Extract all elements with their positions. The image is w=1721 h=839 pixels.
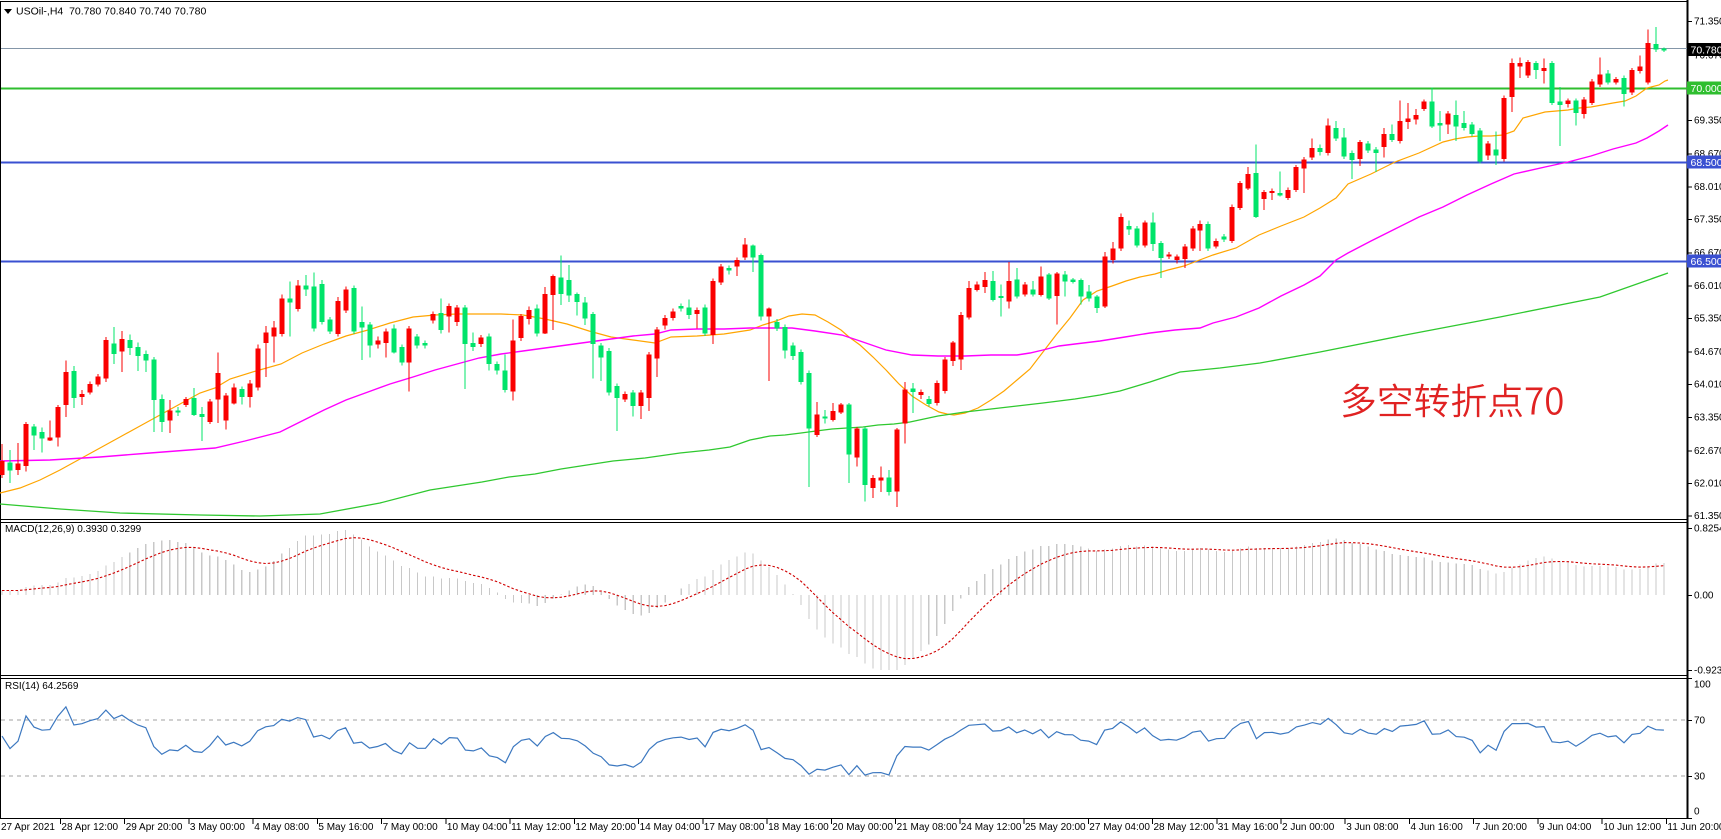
svg-text:14 May 04:00: 14 May 04:00 (640, 822, 701, 833)
svg-text:61.350: 61.350 (1694, 511, 1721, 522)
svg-text:-0.9234: -0.9234 (1694, 665, 1721, 676)
svg-text:5 May 16:00: 5 May 16:00 (318, 822, 373, 833)
svg-text:7 May 00:00: 7 May 00:00 (383, 822, 438, 833)
svg-text:71.350: 71.350 (1694, 17, 1721, 28)
svg-text:66.670: 66.670 (1694, 248, 1721, 259)
svg-text:68.010: 68.010 (1694, 182, 1721, 193)
svg-text:3 Jun 08:00: 3 Jun 08:00 (1346, 822, 1399, 833)
svg-text:3 May 00:00: 3 May 00:00 (190, 822, 245, 833)
svg-text:28 Apr 12:00: 28 Apr 12:00 (61, 822, 118, 833)
svg-text:0: 0 (1694, 807, 1700, 818)
svg-text:27 May 04:00: 27 May 04:00 (1089, 822, 1150, 833)
svg-text:11 Jun 20:00: 11 Jun 20:00 (1667, 822, 1721, 833)
svg-text:0.00: 0.00 (1694, 591, 1714, 602)
svg-text:30: 30 (1694, 772, 1706, 783)
svg-text:31 May 16:00: 31 May 16:00 (1218, 822, 1279, 833)
svg-text:66.500: 66.500 (1691, 256, 1721, 268)
svg-text:29 Apr 20:00: 29 Apr 20:00 (126, 822, 183, 833)
svg-text:4 May 08:00: 4 May 08:00 (254, 822, 309, 833)
svg-text:62.010: 62.010 (1694, 479, 1721, 490)
svg-text:63.350: 63.350 (1694, 412, 1721, 423)
svg-text:20 May 00:00: 20 May 00:00 (832, 822, 893, 833)
svg-text:11 May 12:00: 11 May 12:00 (511, 822, 571, 833)
svg-text:27 Apr 2021: 27 Apr 2021 (1, 822, 55, 833)
svg-text:67.350: 67.350 (1694, 215, 1721, 226)
svg-text:10 Jun 12:00: 10 Jun 12:00 (1603, 822, 1661, 833)
svg-text:12 May 20:00: 12 May 20:00 (575, 822, 636, 833)
svg-text:62.670: 62.670 (1694, 446, 1721, 457)
svg-text:68.500: 68.500 (1691, 157, 1721, 169)
svg-text:24 May 12:00: 24 May 12:00 (961, 822, 1022, 833)
svg-text:21 May 08:00: 21 May 08:00 (897, 822, 958, 833)
svg-text:9 Jun 04:00: 9 Jun 04:00 (1539, 822, 1592, 833)
svg-text:USOil-,H4 70.780 70.840 70.74: USOil-,H4 70.780 70.840 70.740 70.780 (16, 6, 206, 18)
svg-text:100: 100 (1694, 680, 1711, 691)
svg-text:25 May 20:00: 25 May 20:00 (1025, 822, 1086, 833)
svg-text:64.670: 64.670 (1694, 347, 1721, 358)
svg-text:RSI(14) 64.2569: RSI(14) 64.2569 (5, 681, 79, 692)
svg-text:MACD(12,26,9) 0.3930 0.3299: MACD(12,26,9) 0.3930 0.3299 (5, 524, 142, 535)
svg-text:66.010: 66.010 (1694, 281, 1721, 292)
svg-text:28 May 12:00: 28 May 12:00 (1154, 822, 1215, 833)
svg-text:69.350: 69.350 (1694, 116, 1721, 127)
svg-text:68.670: 68.670 (1694, 149, 1721, 160)
svg-text:18 May 16:00: 18 May 16:00 (768, 822, 829, 833)
svg-text:7 Jun 20:00: 7 Jun 20:00 (1475, 822, 1528, 833)
svg-text:10 May 04:00: 10 May 04:00 (447, 822, 508, 833)
svg-text:65.350: 65.350 (1694, 313, 1721, 324)
svg-text:70.780: 70.780 (1691, 44, 1721, 56)
svg-text:70.000: 70.000 (1691, 83, 1721, 95)
svg-text:0.8254: 0.8254 (1694, 524, 1721, 535)
svg-text:2 Jun 00:00: 2 Jun 00:00 (1282, 822, 1335, 833)
svg-text:64.010: 64.010 (1694, 380, 1721, 391)
svg-text:17 May 08:00: 17 May 08:00 (704, 822, 765, 833)
svg-text:4 Jun 16:00: 4 Jun 16:00 (1411, 822, 1464, 833)
svg-text:70: 70 (1694, 716, 1706, 727)
